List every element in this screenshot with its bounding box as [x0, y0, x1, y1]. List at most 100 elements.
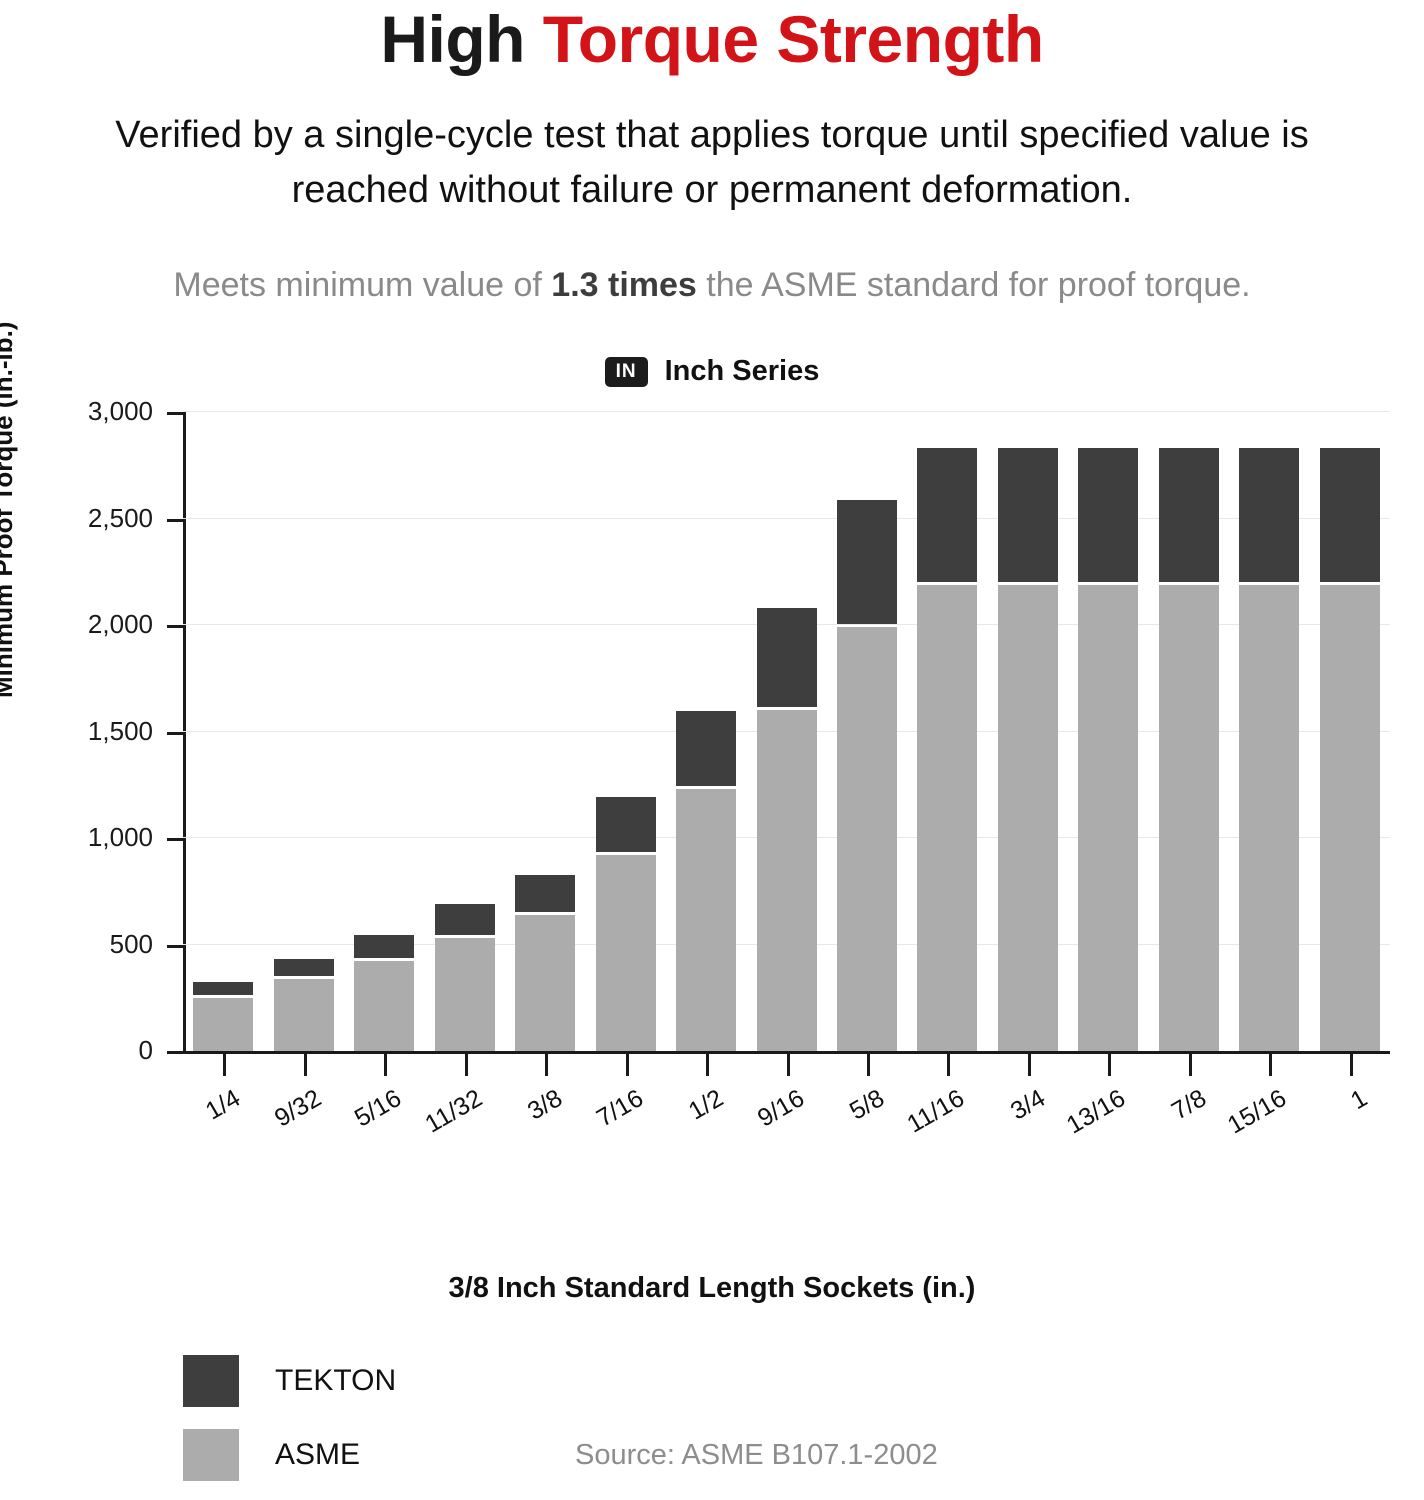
- y-axis-line: [183, 412, 186, 1053]
- bar-segment-tekton: [434, 904, 495, 936]
- x-axis-tick: [1188, 1054, 1192, 1077]
- x-axis-tick-label: 11/16: [902, 1084, 970, 1139]
- meets-prefix: Meets minimum value of: [173, 266, 552, 305]
- y-axis-tick: [167, 518, 183, 522]
- headline-black: High: [380, 2, 543, 76]
- bar-segment-asme: [193, 997, 254, 1052]
- y-axis-tick-label: 3,000: [87, 396, 153, 427]
- y-axis-tick-label: 2,500: [87, 502, 153, 533]
- bar-segment-tekton: [1158, 448, 1219, 582]
- x-axis-tick-label: 3/4: [1005, 1084, 1050, 1126]
- x-axis-tick: [384, 1054, 388, 1077]
- plot-area: [183, 411, 1390, 1052]
- meets-emphasis: 1.3 times: [551, 266, 697, 305]
- bar-segment-asme: [273, 978, 334, 1052]
- meets-minimum-note: Meets minimum value of 1.3 times the ASM…: [0, 266, 1424, 305]
- x-axis-tick: [303, 1054, 307, 1077]
- legend-label-tekton: TEKTON: [275, 1364, 397, 1397]
- y-axis-tick-label: 1,500: [87, 715, 153, 746]
- chart-header: IN Inch Series: [0, 355, 1424, 388]
- x-axis-tick: [223, 1054, 227, 1077]
- bar-column: [434, 904, 495, 1052]
- chart-title: Inch Series: [664, 355, 820, 388]
- y-axis-tick-label: 500: [109, 928, 153, 959]
- bar-segment-asme: [756, 710, 817, 1052]
- y-axis-tick-label: 2,000: [87, 609, 153, 640]
- bar-segment-asme: [836, 627, 897, 1052]
- bar-column: [1239, 448, 1300, 1052]
- page-title: High Torque Strength: [0, 0, 1424, 72]
- bar-segment-asme: [434, 938, 495, 1052]
- bar-column: [836, 499, 897, 1052]
- legend-label-asme: ASME: [275, 1438, 361, 1471]
- bar-segment-tekton: [756, 608, 817, 708]
- x-axis-tick: [786, 1054, 790, 1077]
- headline-red: Torque Strength: [542, 2, 1044, 76]
- bar-segment-tekton: [1319, 448, 1380, 582]
- x-axis-tick-label: 13/16: [1062, 1084, 1131, 1140]
- legend-item-tekton: TEKTON: [183, 1352, 1283, 1410]
- x-axis-tick: [1108, 1054, 1112, 1077]
- bar-column: [515, 875, 576, 1052]
- bar-column: [354, 935, 415, 1052]
- x-axis-tick-label: 15/16: [1223, 1084, 1292, 1140]
- bar-column: [595, 796, 656, 1052]
- bar-column: [676, 711, 737, 1052]
- chart-legend: TEKTON ASME Source: ASME B107.1-2002: [183, 1352, 1283, 1500]
- gridline: [183, 517, 1390, 519]
- x-axis-tick-label: 1/4: [201, 1084, 246, 1126]
- x-axis-tick: [1027, 1054, 1031, 1077]
- x-axis-tick-label: 5/16: [350, 1084, 407, 1133]
- bar-segment-asme: [917, 584, 978, 1052]
- bar-segment-tekton: [193, 981, 254, 995]
- legend-swatch-tekton: [183, 1355, 239, 1407]
- bar-segment-asme: [1158, 584, 1219, 1052]
- y-axis-tick: [167, 1051, 183, 1055]
- x-axis-tick-label: 1: [1345, 1084, 1372, 1116]
- x-axis-tick-label: 11/32: [420, 1084, 487, 1139]
- bar-segment-asme: [515, 914, 576, 1052]
- gridline: [183, 411, 1390, 413]
- y-axis-title: Minimum Proof Torque (in.-lb.): [0, 321, 18, 699]
- legend-item-asme: ASME Source: ASME B107.1-2002: [183, 1426, 1283, 1484]
- bar-segment-tekton: [354, 935, 415, 958]
- x-axis-title: 3/8 Inch Standard Length Sockets (in.): [448, 1272, 976, 1304]
- x-axis-tick-label: 1/2: [683, 1084, 729, 1126]
- bar-column: [917, 448, 978, 1052]
- x-axis-tick-label: 3/8: [522, 1084, 568, 1126]
- bar-column: [1078, 448, 1139, 1052]
- bar-column: [756, 608, 817, 1052]
- bar-column: [273, 958, 334, 1052]
- source-note: Source: ASME B107.1-2002: [575, 1438, 938, 1471]
- bar-segment-asme: [1078, 584, 1139, 1052]
- y-axis-tick: [167, 944, 183, 948]
- bar-column: [997, 448, 1058, 1052]
- bar-column: [1158, 448, 1219, 1052]
- y-axis-tick: [167, 731, 183, 735]
- x-axis-tick: [1269, 1054, 1273, 1077]
- x-axis-tick-label: 5/8: [844, 1084, 889, 1126]
- bar-segment-asme: [354, 960, 415, 1052]
- bar-segment-tekton: [595, 796, 656, 853]
- subheadline: Verified by a single-cycle test that app…: [115, 114, 1309, 212]
- bar-segment-asme: [676, 789, 737, 1052]
- bar-segment-asme: [595, 855, 656, 1052]
- bar-column: [193, 981, 254, 1052]
- bar-segment-asme: [997, 584, 1058, 1052]
- y-axis-tick: [167, 625, 183, 629]
- bar-segment-asme: [1239, 584, 1300, 1052]
- y-axis-tick-label: 1,000: [87, 822, 153, 853]
- x-axis-tick: [625, 1054, 629, 1077]
- bar-segment-tekton: [836, 499, 897, 625]
- bar-segment-tekton: [997, 448, 1058, 582]
- legend-swatch-asme: [183, 1429, 239, 1481]
- x-axis-tick: [464, 1054, 468, 1077]
- bar-segment-tekton: [515, 875, 576, 912]
- x-axis-tick-label: 9/32: [269, 1084, 326, 1133]
- bar-segment-tekton: [273, 958, 334, 976]
- bar-segment-tekton: [1239, 448, 1300, 582]
- meets-suffix: the ASME standard for proof torque.: [696, 266, 1251, 305]
- y-axis-tick-label: 0: [138, 1035, 153, 1066]
- x-axis-tick: [947, 1054, 951, 1077]
- x-axis-tick-label: 7/16: [591, 1084, 648, 1133]
